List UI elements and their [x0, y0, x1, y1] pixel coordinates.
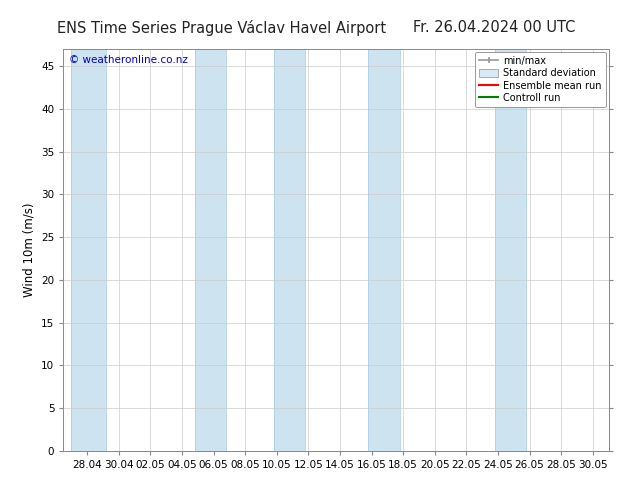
Bar: [71, 49, 106, 451]
Legend: min/max, Standard deviation, Ensemble mean run, Controll run: min/max, Standard deviation, Ensemble me…: [475, 52, 605, 107]
Text: © weatheronline.co.nz: © weatheronline.co.nz: [69, 55, 188, 65]
Text: ENS Time Series Prague Václav Havel Airport: ENS Time Series Prague Václav Havel Airp…: [57, 20, 387, 36]
Bar: [195, 49, 226, 451]
Y-axis label: Wind 10m (m/s): Wind 10m (m/s): [23, 203, 36, 297]
Bar: [368, 49, 400, 451]
Text: Fr. 26.04.2024 00 UTC: Fr. 26.04.2024 00 UTC: [413, 20, 576, 35]
Bar: [495, 49, 526, 451]
Bar: [274, 49, 305, 451]
